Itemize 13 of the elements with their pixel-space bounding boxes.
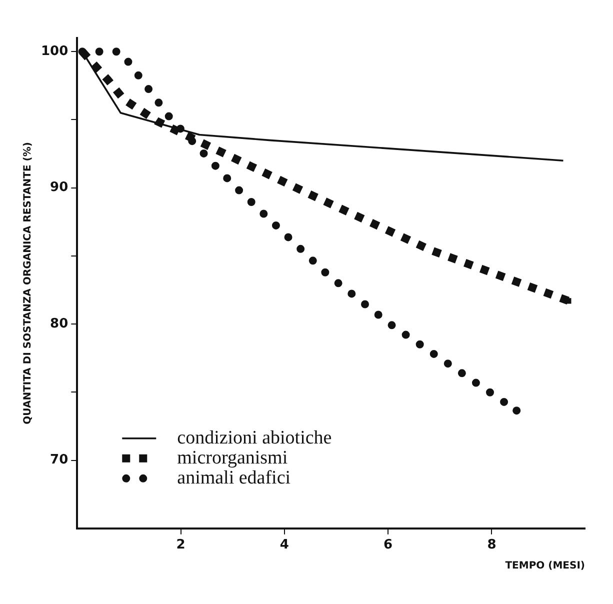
y-tick-label: 100 [40, 44, 68, 59]
legend-label: microrganismi [177, 447, 288, 468]
legend-label: animali edafici [177, 467, 291, 488]
x-tick-label: 6 [384, 538, 393, 553]
y-axis-title: QUANTITA DI SOSTANZA ORGANICA RESTANTE (%) [22, 142, 34, 424]
x-tick-label: 2 [176, 538, 186, 553]
y-tick-label: 80 [50, 316, 68, 332]
y-tick-label: 90 [50, 180, 68, 196]
x-tick-label: 8 [487, 538, 496, 553]
x-axis-title: TEMPO (MESI) [505, 560, 585, 572]
legend-label: condizioni abiotiche [177, 427, 332, 448]
y-tick-label: 70 [50, 452, 68, 468]
x-tick-label: 4 [280, 538, 289, 553]
